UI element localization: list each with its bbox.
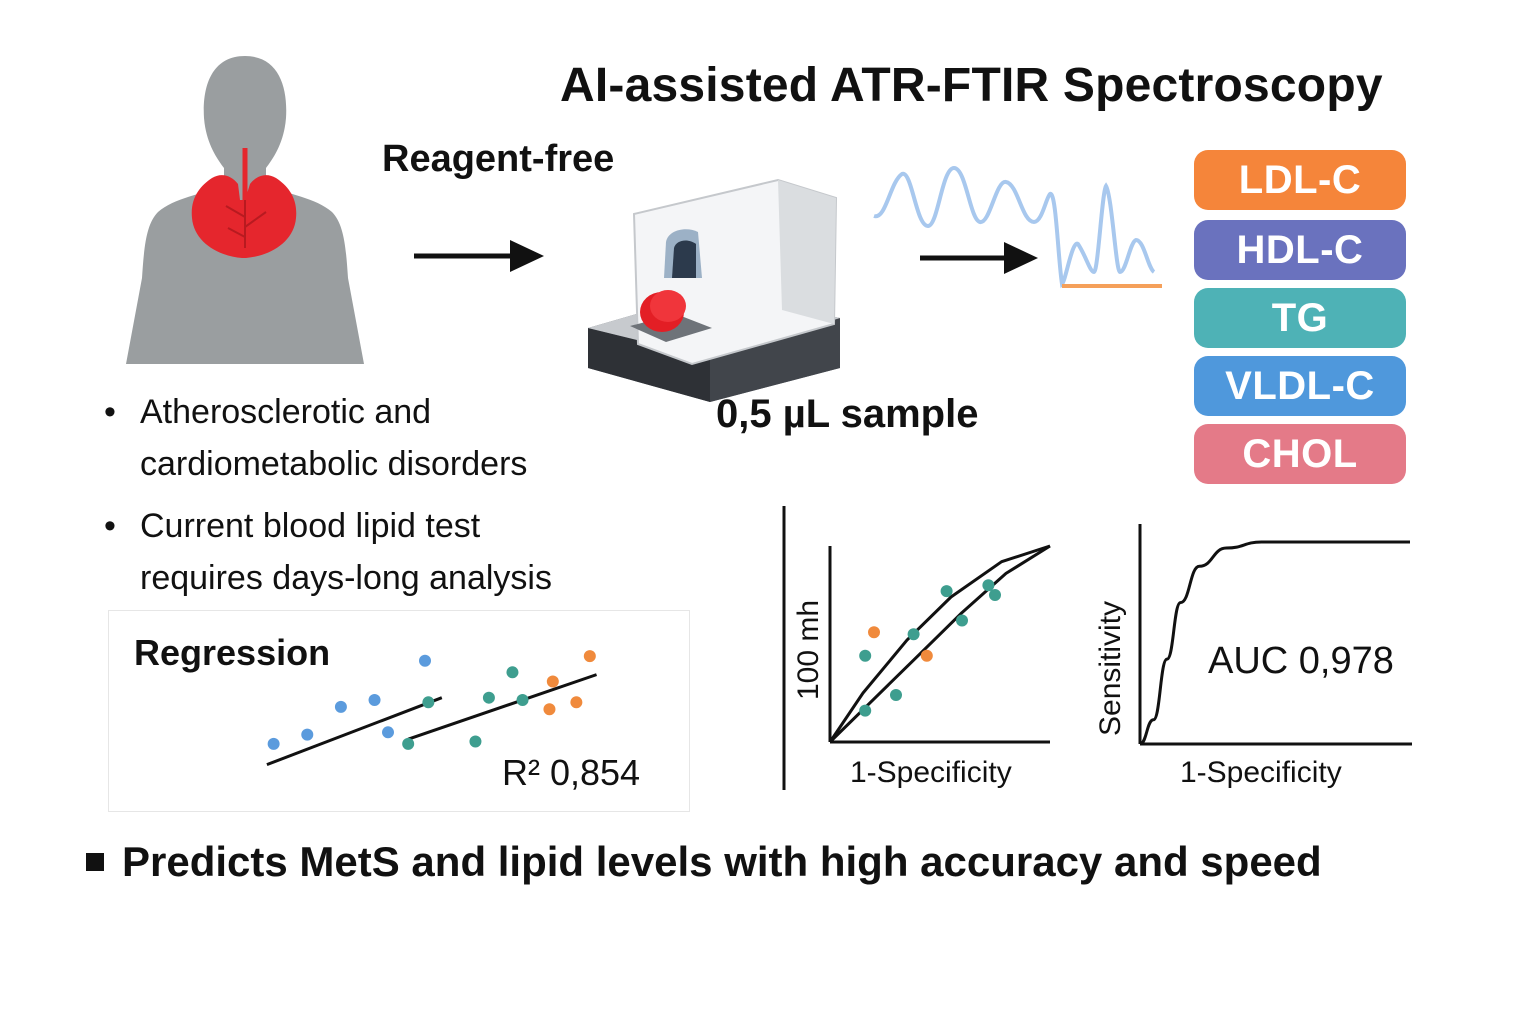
bullet-line: cardiometabolic disorders [140, 445, 528, 483]
y-axis-label: 100 mh [792, 599, 825, 700]
scatter-point [482, 691, 495, 704]
scatter-point [506, 666, 519, 679]
footer-statement: Predicts MetS and lipid levels with high… [86, 838, 1322, 886]
scatter-point [368, 694, 381, 706]
scatter-point [570, 696, 583, 709]
footer-text: Predicts MetS and lipid levels with high… [122, 838, 1322, 885]
auc-label: AUC 0,978 [1208, 640, 1394, 682]
spectrum-wave-icon [873, 165, 1162, 289]
trend-line [266, 696, 443, 767]
curve-line [828, 544, 1051, 743]
scatter-point [859, 704, 872, 717]
bullet-item: • Current blood lipid test requires days… [104, 500, 552, 604]
scatter-point [890, 688, 902, 701]
y-axis-label: Sensitivity [1094, 600, 1127, 736]
spectrometer-device-icon [588, 178, 840, 402]
roc-plot [1138, 524, 1412, 746]
scatter-point [546, 675, 559, 688]
badge-ldl-c: LDL-C [1194, 150, 1406, 210]
sample-volume-label: 0,5 µL sample [716, 392, 979, 436]
x-axis-label: 1-Specificity [1180, 756, 1342, 789]
scatter-point [868, 626, 880, 639]
x-axis-label: 1-Specificity [850, 756, 1012, 789]
scatter-point [267, 737, 280, 750]
scatter-point [516, 694, 529, 706]
badge-hdl-c: HDL-C [1194, 220, 1406, 280]
r-squared-label: R² 0,854 [502, 752, 641, 793]
right-arrow-icon [920, 242, 1038, 274]
scatter-point [583, 650, 596, 663]
calibration-plot [782, 506, 1051, 790]
bullet-dot: • [104, 393, 116, 431]
scatter-point [402, 737, 415, 750]
scatter-point [907, 628, 920, 641]
scatter-point [334, 700, 347, 713]
badge-tg: TG [1194, 288, 1406, 348]
bullet-dot: • [104, 507, 116, 545]
scatter-point [422, 696, 435, 709]
scatter-point [982, 579, 995, 592]
bullet-line: Current blood lipid test [140, 507, 481, 545]
scatter-point [989, 589, 1001, 601]
page-title: AI-assisted ATR-FTIR Spectroscopy [560, 59, 1383, 112]
regression-plot [266, 650, 598, 767]
scatter-point [920, 649, 933, 662]
bullet-line: Atherosclerotic and [140, 393, 432, 431]
scatter-point [543, 703, 556, 716]
roc-curve [1139, 540, 1410, 746]
scatter-point [382, 726, 394, 739]
scatter-point [301, 728, 314, 741]
bullet-line: requires days-long analysis [140, 559, 552, 597]
badge-vldl-c: VLDL-C [1194, 356, 1406, 416]
scatter-point [469, 735, 482, 748]
regression-title: Regression [134, 632, 331, 673]
scatter-point [859, 649, 872, 662]
badge-chol: CHOL [1194, 424, 1406, 484]
reagent-free-label: Reagent-free [382, 138, 615, 180]
human-silhouette-icon [126, 56, 364, 364]
regression-chart-panel [108, 610, 690, 812]
trend-line [407, 673, 598, 741]
scatter-point [956, 614, 968, 627]
scatter-point [419, 654, 431, 667]
right-arrow-icon [414, 240, 544, 272]
square-bullet-icon [86, 853, 104, 871]
scatter-point [940, 585, 953, 598]
bullet-item: • Atherosclerotic and cardiometabolic di… [104, 386, 552, 490]
bullet-list: • Atherosclerotic and cardiometabolic di… [104, 386, 552, 604]
heart-lungs-icon [191, 148, 297, 258]
